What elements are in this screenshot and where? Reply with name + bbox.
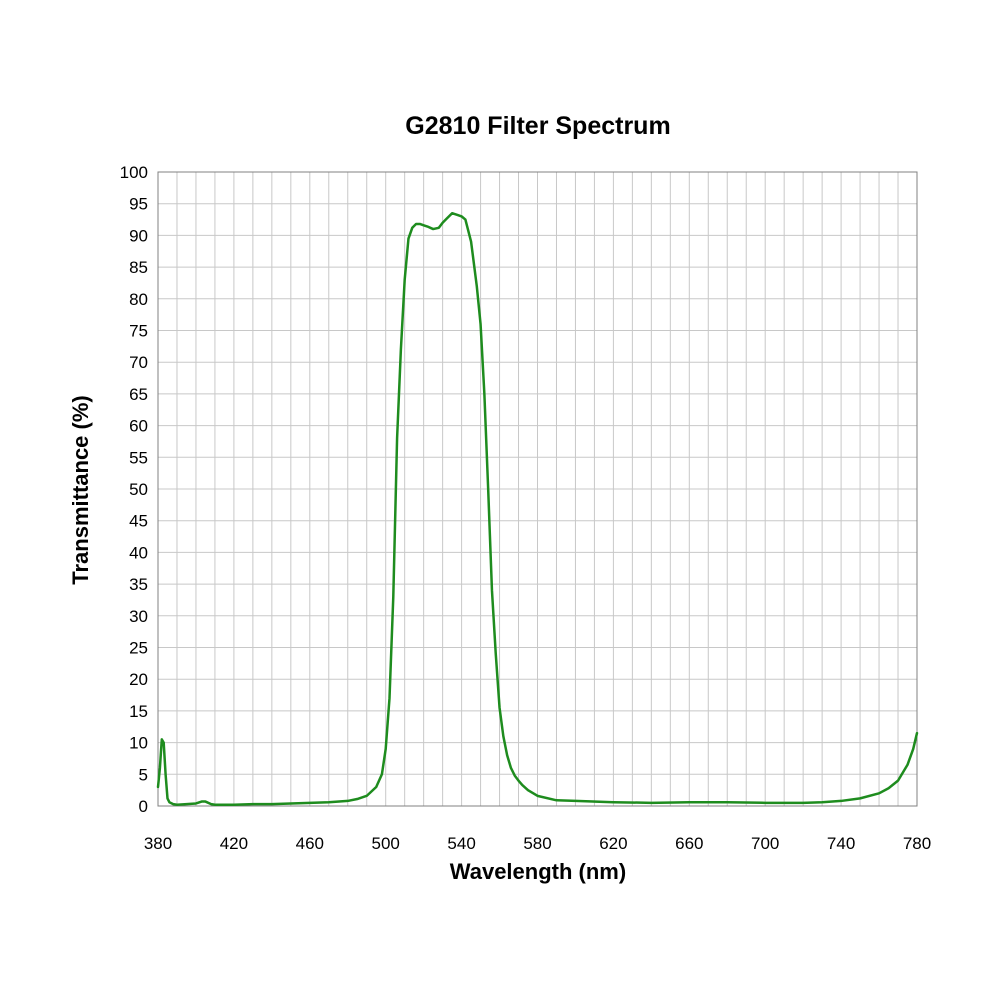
x-tick-label: 660 [675, 834, 703, 853]
x-tick-label: 780 [903, 834, 931, 853]
x-tick-label: 460 [296, 834, 324, 853]
x-tick-label: 580 [523, 834, 551, 853]
y-tick-label: 65 [129, 385, 148, 404]
y-tick-label: 75 [129, 322, 148, 341]
y-tick-label: 25 [129, 639, 148, 658]
x-tick-label: 380 [144, 834, 172, 853]
y-tick-label: 70 [129, 353, 148, 372]
x-tick-label: 420 [220, 834, 248, 853]
y-tick-label: 20 [129, 670, 148, 689]
y-tick-label: 15 [129, 702, 148, 721]
x-tick-label: 740 [827, 834, 855, 853]
x-tick-label: 620 [599, 834, 627, 853]
y-tick-label: 5 [139, 765, 148, 784]
x-axis-ticks: 380 420 460 500 540 580 620 660 700 740 780 [144, 834, 931, 853]
y-tick-label: 90 [129, 226, 148, 245]
y-tick-label: 10 [129, 734, 148, 753]
chart-title: G2810 Filter Spectrum [405, 112, 670, 140]
x-axis-label: Wavelength (nm) [450, 859, 626, 884]
x-tick-label: 700 [751, 834, 779, 853]
grid [158, 172, 917, 806]
y-tick-label: 100 [120, 163, 148, 182]
y-tick-label: 40 [129, 543, 148, 562]
y-tick-label: 95 [129, 195, 148, 214]
y-axis-ticks: 0 5 10 15 20 25 30 35 40 45 50 55 60 65 70 75 80 85 90 95 10… [120, 163, 148, 816]
transmittance-series-line [156, 211, 919, 806]
y-tick-label: 30 [129, 607, 148, 626]
y-tick-label: 35 [129, 575, 148, 594]
y-tick-label: 85 [129, 258, 148, 277]
y-tick-label: 60 [129, 417, 148, 436]
y-tick-label: 45 [129, 512, 148, 531]
plot-area [157, 171, 918, 807]
y-tick-label: 80 [129, 290, 148, 309]
y-axis-label: Transmittance (%) [68, 395, 93, 585]
x-tick-label: 500 [372, 834, 400, 853]
x-tick-label: 540 [447, 834, 475, 853]
y-tick-label: 50 [129, 480, 148, 499]
y-tick-label: 55 [129, 448, 148, 467]
y-tick-label: 0 [139, 797, 148, 816]
